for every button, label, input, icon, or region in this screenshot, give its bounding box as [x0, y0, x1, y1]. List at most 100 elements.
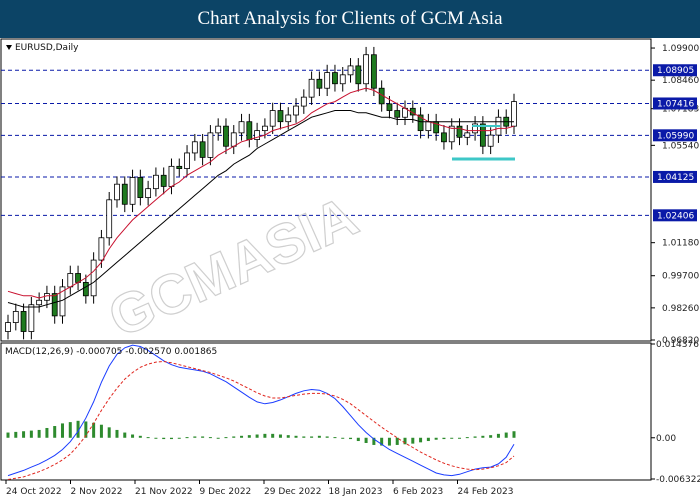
price-candle — [277, 102, 284, 130]
macd-histogram-bar — [426, 437, 430, 442]
dropdown-triangle-icon — [6, 45, 12, 50]
time-axis-label: 6 Feb 2023 — [393, 487, 443, 497]
macd-histogram-bar — [240, 435, 244, 438]
price-candle — [441, 125, 447, 150]
macd-histogram-bar — [341, 437, 345, 439]
macd-histogram-bar — [504, 432, 508, 438]
macd-histogram-bar — [208, 437, 212, 439]
macd-histogram-bar — [154, 437, 158, 439]
price-candle — [339, 67, 346, 92]
time-axis-label: 9 Dec 2022 — [200, 487, 252, 497]
price-level-label: 1.08905 — [657, 66, 694, 76]
price-candle — [355, 58, 362, 92]
time-axis-label: 24 Feb 2023 — [458, 487, 514, 497]
macd-histogram-bar — [68, 422, 72, 438]
macd-histogram-bar — [14, 431, 18, 438]
price-candle — [347, 58, 354, 83]
macd-axis-tick-label: -0.006322 — [656, 475, 700, 485]
macd-histogram-bar — [317, 435, 321, 438]
price-candle — [90, 252, 97, 304]
macd-histogram-bar — [216, 437, 220, 439]
time-axis-labels: 24 Oct 2022 2 Nov 2022 21 Nov 2022 9 Dec 20… — [5, 480, 514, 497]
price-panel[interactable]: GCMASIA EURUSD,Daily 1.099001.084601.071… — [0, 38, 699, 350]
macd-histogram-bar — [442, 437, 446, 440]
price-candle — [129, 169, 136, 213]
level-tags: 1.08905 1.07416 1.05990 1.04125 1.02406 — [653, 64, 697, 222]
price-candle — [472, 116, 478, 141]
macd-histogram-bar — [255, 434, 259, 438]
macd-histogram-bar — [512, 431, 516, 438]
macd-histogram-bar — [278, 434, 282, 438]
macd-histogram — [6, 420, 516, 446]
price-candle — [160, 167, 167, 195]
price-candle — [511, 93, 517, 134]
price-level-tag: 1.02406 — [653, 209, 697, 222]
macd-histogram-bar — [131, 434, 135, 438]
macd-histogram-bar — [138, 435, 142, 438]
time-axis-label: 21 Nov 2022 — [135, 487, 193, 497]
macd-histogram-bar — [372, 437, 376, 445]
macd-histogram-bar — [364, 437, 368, 443]
macd-histogram-bar — [473, 436, 477, 438]
time-axis-label: 29 Dec 2022 — [264, 487, 322, 497]
macd-histogram-bar — [162, 437, 166, 440]
macd-histogram-bar — [169, 437, 173, 440]
symbol-label-group: EURUSD,Daily — [6, 43, 79, 53]
macd-histogram-bar — [403, 437, 407, 445]
symbol-label: EURUSD,Daily — [15, 43, 79, 53]
macd-histogram-bar — [123, 432, 127, 438]
price-candle — [137, 169, 144, 206]
price-candle — [114, 176, 120, 208]
price-candle — [464, 125, 471, 146]
macd-histogram-bar — [380, 437, 384, 446]
macd-histogram-bar — [115, 429, 119, 438]
trading-chart[interactable]: GCMASIA EURUSD,Daily 1.099001.084601.071… — [0, 38, 700, 500]
macd-histogram-bar — [481, 435, 485, 438]
macd-histogram-bar — [6, 432, 10, 438]
price-axis-ticks: 1.09900 1.08460 1.07183 1.05540 1.01180 0.997… — [651, 44, 699, 346]
price-candle — [207, 125, 214, 166]
macd-histogram-bar — [247, 435, 251, 438]
price-candle — [487, 127, 494, 155]
consolidation-box — [452, 125, 515, 161]
macd-histogram-bar — [496, 433, 500, 438]
macd-histogram-bar — [107, 427, 111, 438]
price-level-label: 1.04125 — [657, 173, 694, 183]
macd-axis-ticks: 0.014376 0.00 -0.006322 — [651, 340, 700, 485]
macd-histogram-bar — [45, 427, 49, 438]
price-candle — [5, 314, 11, 340]
price-level-tag: 1.05990 — [653, 129, 697, 142]
price-candle — [36, 292, 43, 313]
macd-histogram-bar — [411, 437, 415, 444]
price-candle — [394, 102, 401, 126]
price-candle — [145, 180, 152, 206]
macd-histogram-bar — [286, 435, 290, 438]
price-candle — [191, 133, 198, 161]
price-candle — [448, 118, 455, 150]
macd-line — [7, 344, 515, 477]
macd-panel[interactable]: MACD(12,26,9) -0.000705 -0.002570 0.0018… — [0, 340, 700, 485]
price-axis-tick-label: 1.05540 — [662, 141, 699, 151]
macd-histogram-bar — [224, 437, 228, 439]
macd-histogram-bar — [99, 424, 103, 438]
price-candle — [106, 192, 113, 246]
macd-histogram-bar — [76, 420, 80, 438]
macd-histogram-bar — [177, 437, 181, 439]
price-level-label: 1.05990 — [657, 131, 694, 141]
macd-histogram-bar — [84, 421, 88, 438]
price-candle — [199, 133, 206, 166]
price-candle — [238, 113, 245, 141]
macd-histogram-bar — [349, 437, 353, 440]
macd-histogram-bar — [302, 436, 306, 438]
price-candle — [20, 303, 27, 340]
price-candle — [51, 285, 58, 324]
macd-signal-line — [7, 360, 515, 480]
price-candle — [300, 89, 307, 114]
macd-histogram-bar — [53, 426, 57, 438]
price-candle — [269, 102, 276, 134]
macd-histogram-bar — [395, 437, 399, 445]
price-candle — [184, 145, 190, 177]
macd-histogram-bar — [356, 437, 360, 442]
page-title-text: Chart Analysis for Clients of GCM Asia — [197, 8, 503, 29]
